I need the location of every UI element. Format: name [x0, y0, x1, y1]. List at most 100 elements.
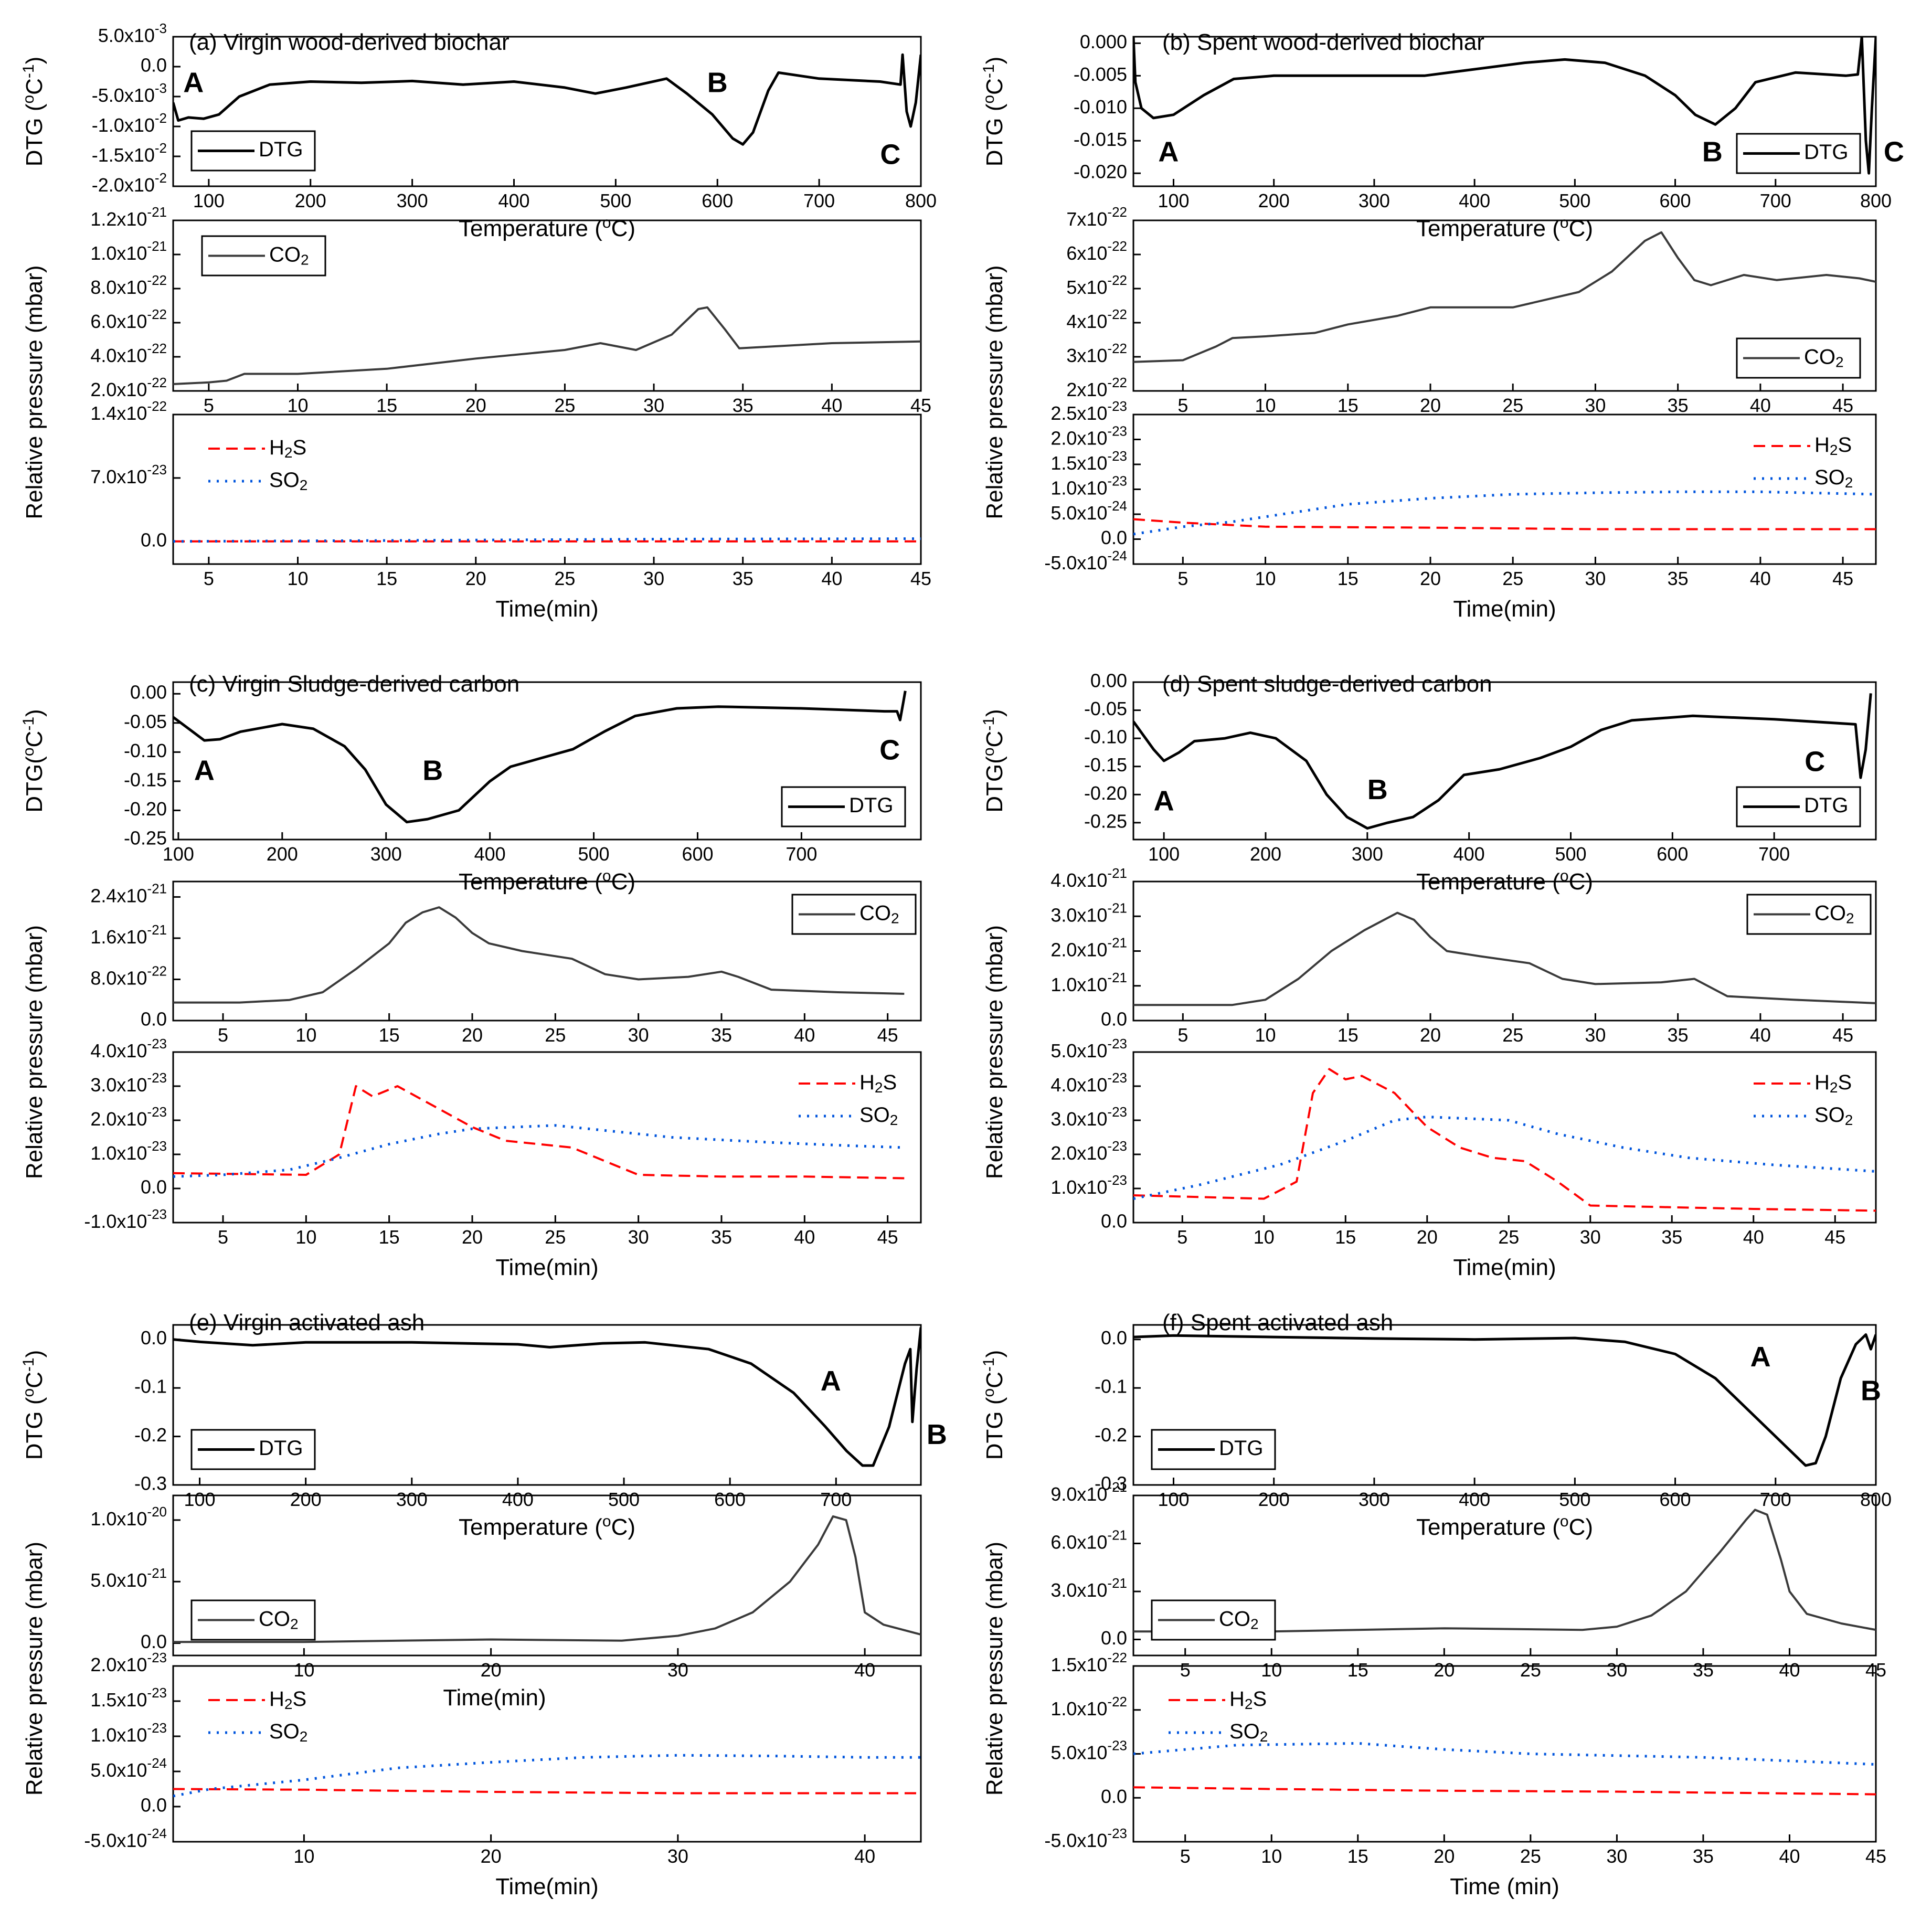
panel-c-gas-xtick-label: 45 [877, 1226, 898, 1248]
panel-b-gas-ytick-label: 2.0x10-23 [1050, 423, 1127, 449]
panel-d-gas-xtick-label: 25 [1498, 1226, 1519, 1248]
panel-c-dtg-xtick-label: 400 [474, 843, 506, 865]
panel-e-so2-series-line [173, 1754, 921, 1798]
panel-f-co2-ytick-label: 0.0 [1101, 1627, 1127, 1649]
panel-a-co2-ytick-label: 1.2x10-21 [90, 204, 167, 230]
panel-d-legend-label-so2: SO2 [1814, 1103, 1853, 1129]
panel-e-co2-plot: 10 20 30 40 0.0 5.0x10-21 1.0x10-20 CO2 [90, 1494, 922, 1681]
panel-a-dtg-xtick-label: 600 [702, 190, 733, 211]
panel-a-co2-ytick-label: 6.0x10-22 [90, 306, 167, 332]
panel-f-co2-xtick-label: 10 [1261, 1659, 1282, 1681]
panel-b-dtg-frame [1132, 36, 1877, 187]
panel-b-legend-label-dtg: DTG [1804, 141, 1848, 164]
panel-d-co2-xtick-label: 5 [1177, 1024, 1188, 1046]
panel-a-legend-label-dtg: DTG [259, 138, 303, 161]
panel-c-dtg-ytick-label: -0.25 [124, 827, 167, 849]
panel-d-co2-xtick-label: 20 [1420, 1024, 1441, 1046]
panel-e-dtg-frame [172, 1324, 922, 1486]
panel-a-gas-ytick-label: 7.0x10-23 [90, 462, 167, 487]
panel-c-gas-plot: 5 10 15 20 25 30 35 40 45 -1.0x10-23 0.0 1.0x10-23 2… [84, 1036, 922, 1248]
panel-c-co2-xtick-label: 15 [379, 1024, 400, 1046]
panel-b-gas-xtick-label: 35 [1668, 568, 1689, 589]
panel-d-dtg-xtick-label: 200 [1250, 843, 1281, 865]
panel-e-co2-xtick-label: 40 [854, 1659, 875, 1681]
panel-d-gas-xtick-label: 15 [1335, 1226, 1356, 1248]
panel-e-gas-frame [172, 1665, 922, 1843]
panel-f-gas-xtick-label: 10 [1261, 1845, 1282, 1867]
panel-d-peak-label-a: A [1154, 785, 1174, 817]
panel-b-dtg-xtick-label: 600 [1660, 190, 1691, 211]
panel-c-peak-label-a: A [194, 755, 215, 786]
panel-d-gas-xlabel: Time(min) [1453, 1255, 1556, 1280]
panel-b-co2-xtick-label: 25 [1502, 395, 1523, 416]
panel-a-co2-xtick-label: 45 [910, 395, 931, 416]
panel-f-gas-ytick-label: -5.0x10-23 [1044, 1825, 1127, 1851]
panel-d-gas-ytick-label: 1.0x10-23 [1050, 1172, 1127, 1198]
panel-b-gas-ytick-label: 0.0 [1101, 527, 1127, 548]
panel-a-gas-xlabel: Time(min) [495, 596, 598, 622]
panel-b: (b) Spent wood-derived biochar 100 200 300 4… [980, 29, 1904, 622]
panel-d-h2s-series-line [1133, 1068, 1876, 1212]
panel-a-legend-label-h2s: H2S [269, 436, 306, 461]
panel-c-gas-frame [172, 1051, 922, 1224]
panel-b-gas-frame [1132, 413, 1877, 565]
panel-b-co2-series-line [1133, 231, 1876, 363]
panel-b-dtg-plot: 100 200 300 400 500 600 700 800 0.000 -0.005 -0.01… [1074, 31, 1904, 211]
panel-c-co2-xtick-label: 20 [462, 1024, 483, 1046]
panel-e-dtg-ytick-label: -0.2 [134, 1424, 167, 1446]
panel-b-gas-xtick-label: 15 [1338, 568, 1359, 589]
panel-a-co2-xtick-label: 10 [287, 395, 308, 416]
panel-d-co2-series-line [1133, 911, 1876, 1006]
panel-e: (e) Virgin activated ash 100 200 300 400 500 6… [20, 1310, 947, 1899]
panel-f-co2-ytick-label: 9.0x10-21 [1050, 1479, 1127, 1505]
panel-d-dtg-ytick-label: -0.15 [1084, 754, 1127, 776]
panel-a-gas-xtick-label: 5 [204, 568, 214, 589]
panel-c-co2-series-line [173, 906, 905, 1004]
panel-a-title: (a) Virgin wood-derived biochar [189, 29, 510, 55]
panel-c-legend-label-h2s: H2S [859, 1071, 897, 1096]
panel-a-dtg-xlabel: Temperature (oC) [459, 214, 635, 241]
panel-b-co2-xtick-label: 15 [1338, 395, 1359, 416]
panel-e-gas-plot: 10 20 30 40 -5.0x10-24 0.0 5.0x10-24 1.0x10-23 1… [84, 1650, 922, 1867]
panel-e-co2-legend: CO2 [190, 1599, 316, 1641]
panel-b-dtg-series-line [1133, 37, 1876, 175]
panel-b-co2-xtick-label: 40 [1750, 395, 1771, 416]
panel-a-co2-ytick-label: 4.0x10-22 [90, 341, 167, 366]
panel-b-dtg-xtick-label: 500 [1559, 190, 1590, 211]
panel-c-pressure-ylabel: Relative pressure (mbar) [22, 925, 47, 1179]
panel-f-gas-ytick-label: 0.0 [1101, 1786, 1127, 1807]
panel-a-legend-label-so2: SO2 [269, 469, 307, 494]
panel-e-dtg-series-line [173, 1327, 921, 1467]
panel-c-h2s-series-line [173, 1085, 905, 1180]
panel-a-dtg-frame [172, 36, 922, 187]
panel-c-gas-xtick-label: 35 [711, 1226, 732, 1248]
panel-b-dtg-xtick-label: 300 [1359, 190, 1390, 211]
panel-b-so2-series-line [1133, 490, 1876, 536]
panel-a-gas-frame [172, 413, 922, 565]
panel-e-dtg-xtick-label: 500 [608, 1489, 640, 1510]
panel-f-dtg-xtick-label: 300 [1359, 1489, 1390, 1510]
panel-c-dtg-ytick-label: -0.05 [124, 710, 167, 732]
panel-d-gas-ytick-label: 0.0 [1101, 1211, 1127, 1232]
panel-c-dtg-ylabel: DTG(oC-1) [20, 709, 47, 812]
panel-b-dtg-ytick-label: -0.020 [1074, 161, 1127, 183]
panel-d-gas-xtick-label: 20 [1417, 1226, 1438, 1248]
panel-a-gas-xtick-label: 10 [287, 568, 308, 589]
panel-e-dtg-xtick-label: 400 [502, 1489, 534, 1510]
panel-d-dtg-ytick-label: -0.20 [1084, 782, 1127, 804]
panel-f-dtg-ytick-label: -0.1 [1095, 1376, 1127, 1397]
panel-c-legend-label-co2: CO2 [859, 901, 899, 927]
panel-d-gas-frame [1132, 1051, 1877, 1224]
panel-b-gas-xlabel: Time(min) [1453, 596, 1556, 622]
panel-c-dtg-legend: DTG [781, 786, 906, 827]
panel-d-gas-xtick-label: 40 [1743, 1226, 1764, 1248]
panel-d-co2-xtick-label: 30 [1585, 1024, 1606, 1046]
panel-e-gas-ytick-label: 1.5x10-23 [90, 1685, 167, 1711]
panel-c-so2-series-line [173, 1124, 905, 1178]
panel-c-co2-ytick-label: 2.4x10-21 [90, 880, 167, 906]
panel-d-co2-ytick-label: 1.0x10-21 [1050, 970, 1127, 995]
panel-d-dtg-legend: DTG [1736, 786, 1861, 827]
